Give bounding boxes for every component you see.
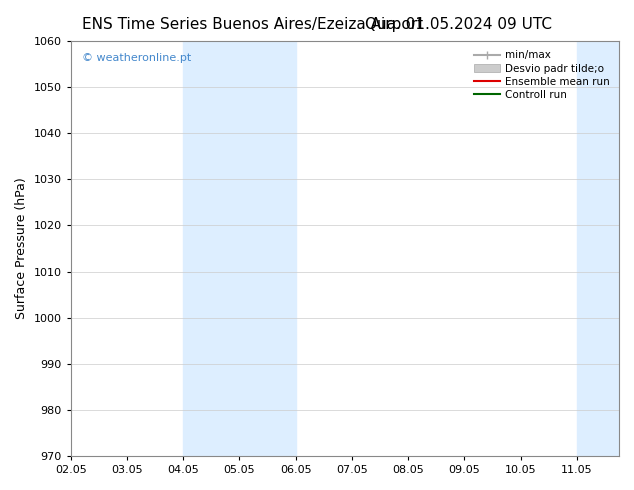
Bar	[577, 41, 619, 456]
Bar	[183, 41, 295, 456]
Y-axis label: Surface Pressure (hPa): Surface Pressure (hPa)	[15, 178, 28, 319]
Legend: min/max, Desvio padr tilde;o, Ensemble mean run, Controll run: min/max, Desvio padr tilde;o, Ensemble m…	[469, 46, 614, 104]
Text: © weatheronline.pt: © weatheronline.pt	[82, 53, 191, 64]
Text: Qua. 01.05.2024 09 UTC: Qua. 01.05.2024 09 UTC	[365, 17, 552, 32]
Text: ENS Time Series Buenos Aires/Ezeiza Airport: ENS Time Series Buenos Aires/Ezeiza Airp…	[82, 17, 424, 32]
